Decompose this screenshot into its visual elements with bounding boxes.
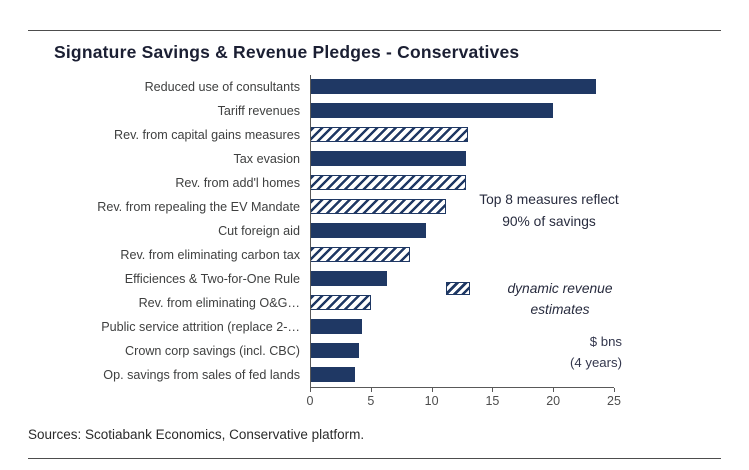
category-label: Rev. from repealing the EV Mandate [97,200,300,214]
bar-track [310,267,614,291]
axis-tick [553,388,555,392]
category-label: Op. savings from sales of fed lands [103,368,300,382]
bar-solid [310,103,554,118]
bar-row: Rev. from repealing the EV Mandate [28,195,721,219]
bar-hatched [310,247,410,262]
axis-tick-label: 5 [367,394,375,408]
bar-row: Op. savings from sales of fed lands [28,363,721,387]
source-note: Sources: Scotiabank Economics, Conservat… [28,427,365,442]
bar-row: Tax evasion [28,147,721,171]
bar-row: Rev. from add'l homes [28,171,721,195]
category-label: Cut foreign aid [218,224,300,238]
bar-row: Rev. from capital gains measures [28,123,721,147]
axis-tick [370,388,372,392]
bar-track [310,315,614,339]
bar-track [310,339,614,363]
axis-tick-label: 0 [306,394,314,408]
bar-rows: Reduced use of consultants Tariff revenue… [28,75,721,387]
category-label: Rev. from eliminating carbon tax [120,248,300,262]
axis-tick-label: 20 [546,394,561,408]
category-label: Tariff revenues [217,104,300,118]
bar-chart: Reduced use of consultants Tariff revenue… [28,75,721,387]
x-axis: 0 5 10 15 20 25 [306,387,621,414]
category-label: Crown corp savings (incl. CBC) [125,344,300,358]
bar-row: Efficiences & Two-for-One Rule [28,267,721,291]
units-line1: $ bns [589,334,622,349]
bar-hatched [310,175,466,190]
annotation-top8: Top 8 measures reflect 90% of savings [479,192,619,230]
category-label: Rev. from capital gains measures [114,128,300,142]
bar-row: Rev. from eliminating O&G… [28,291,721,315]
axis-tick-label: 25 [607,394,621,408]
bar-solid [310,151,466,166]
bar-track [310,99,614,123]
bar-track [310,147,614,171]
bar-solid [310,319,363,334]
bar-track [310,75,614,99]
bar-track [310,363,614,387]
category-label: Tax evasion [233,152,300,166]
bar-solid [310,271,387,286]
axis-tick [431,388,433,392]
legend-label: dynamic revenue estimates [507,281,613,317]
axis-tick [492,388,494,392]
axis-tick-label: 10 [424,394,439,408]
axis-tick-label: 15 [485,394,500,408]
bar-track [310,243,614,267]
bar-row: Reduced use of consultants [28,75,721,99]
bar-row: Crown corp savings (incl. CBC) [28,339,721,363]
bar-hatched [310,295,371,310]
bar-row: Public service attrition (replace 2-… [28,315,721,339]
category-label: Efficiences & Two-for-One Rule [124,272,300,286]
bar-row: Tariff revenues [28,99,721,123]
bar-solid [310,223,426,238]
bottom-divider [28,458,721,459]
bar-row: Cut foreign aid [28,219,721,243]
bar-hatched [310,127,469,142]
legend: dynamic revenue estimates [446,279,642,320]
bar-track [310,219,614,243]
legend-hatch-swatch [446,282,470,295]
category-label: Rev. from eliminating O&G… [138,296,300,310]
bar-row: Rev. from eliminating carbon tax [28,243,721,267]
bar-solid [310,343,359,358]
category-label: Rev. from add'l homes [175,176,300,190]
category-label: Reduced use of consultants [144,80,300,94]
bar-track [310,123,614,147]
bar-hatched [310,199,447,214]
axis-tick [614,388,615,392]
top-divider [28,30,721,31]
category-label: Public service attrition (replace 2-… [101,320,300,334]
units-line2: (4 years) [569,355,622,371]
y-axis-line [310,75,311,387]
bar-solid [310,367,355,382]
units-label: $ bns (4 years) [498,331,622,373]
bar-solid [310,79,596,94]
axis-tick [310,388,311,392]
chart-title: Signature Savings & Revenue Pledges - Co… [54,42,520,62]
